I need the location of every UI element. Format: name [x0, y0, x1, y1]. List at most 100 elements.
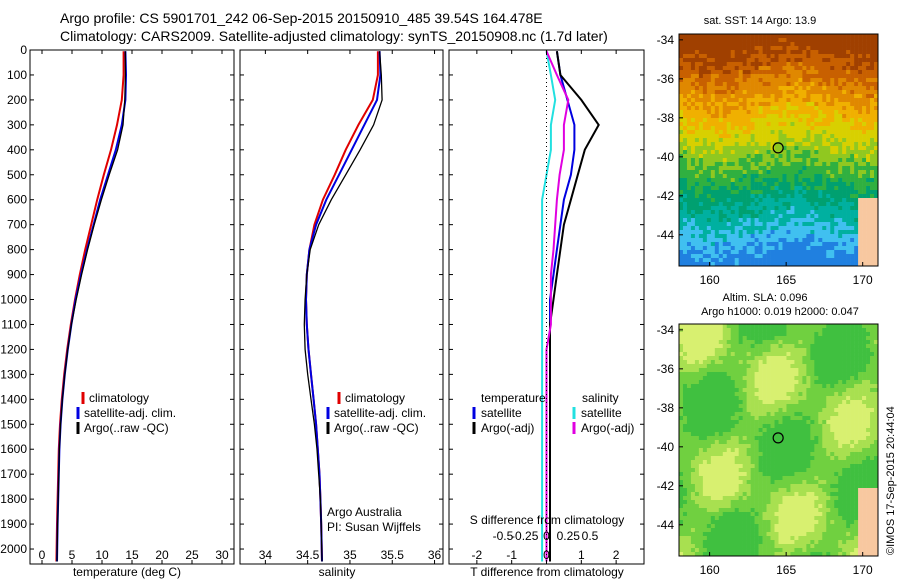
map-cell — [874, 412, 879, 417]
map-cell — [774, 74, 779, 79]
map-cell — [782, 328, 787, 333]
map-cell — [814, 138, 819, 143]
map-cell — [874, 178, 879, 183]
map-cell — [838, 352, 843, 357]
map-cell — [750, 106, 755, 111]
map-cell — [766, 340, 771, 345]
map-cell — [690, 222, 696, 227]
map-cell — [830, 230, 835, 235]
map-cell — [710, 114, 716, 119]
map-cell — [874, 234, 879, 239]
map-cell — [690, 58, 696, 63]
map-cell — [794, 206, 799, 211]
map-cell — [806, 174, 811, 179]
map-cell — [694, 440, 700, 445]
map-cell — [762, 46, 767, 51]
map-cell — [810, 218, 815, 223]
map-cell — [822, 364, 827, 369]
map-cell — [870, 202, 875, 207]
map-cell — [866, 464, 871, 469]
map-cell — [746, 54, 751, 59]
map-cell — [694, 178, 700, 183]
map-cell — [694, 372, 700, 377]
map-cell — [714, 242, 720, 247]
map-cell — [850, 58, 855, 63]
map-cell — [679, 202, 684, 207]
map-cell — [826, 122, 831, 127]
map-cell — [694, 86, 700, 91]
map-cell — [679, 368, 684, 373]
map-cell — [706, 158, 712, 163]
map-cell — [870, 246, 875, 251]
map-cell — [762, 364, 767, 369]
map-cell — [814, 238, 819, 243]
map-cell — [830, 182, 835, 187]
map-cell — [858, 86, 863, 91]
map-cell — [834, 170, 839, 175]
map-cell — [766, 198, 771, 203]
map-cell — [854, 238, 859, 243]
map-cell — [754, 262, 759, 267]
map-cell — [830, 356, 835, 361]
map-cell — [754, 162, 759, 167]
map-cell — [718, 58, 724, 63]
map-cell — [830, 198, 835, 203]
map-cell — [858, 130, 863, 135]
map-cell — [834, 436, 839, 441]
map-cell — [774, 246, 779, 251]
map-cell — [810, 50, 815, 55]
map-cell — [798, 440, 803, 445]
map-cell — [679, 66, 684, 71]
map-cell — [722, 424, 728, 429]
map-cell — [834, 38, 839, 43]
map-cell — [706, 368, 712, 373]
map-cell — [694, 170, 700, 175]
map-cell — [758, 198, 763, 203]
map-cell — [822, 250, 827, 255]
map-cell — [718, 38, 724, 43]
map-cell — [850, 400, 855, 405]
map-cell — [710, 250, 716, 255]
map-cell — [866, 186, 871, 191]
map-cell — [806, 428, 811, 433]
map-cell — [766, 250, 771, 255]
map-cell — [734, 146, 739, 151]
map-cell — [770, 262, 775, 267]
map-cell — [706, 130, 712, 135]
map-cell — [726, 332, 732, 337]
map-cell — [679, 42, 684, 47]
map-cell — [750, 170, 755, 175]
map-cell — [690, 202, 696, 207]
map-cell — [694, 428, 700, 433]
map-cell — [870, 90, 875, 95]
map-cell — [794, 444, 799, 449]
map-cell — [786, 42, 791, 47]
map-cell — [782, 42, 787, 47]
map-cell — [746, 262, 751, 267]
map-cell — [714, 328, 720, 333]
map-cell — [682, 456, 688, 461]
map-cell — [874, 50, 879, 55]
map-cell — [722, 242, 728, 247]
map-cell — [734, 332, 739, 337]
map-cell — [806, 78, 811, 83]
map-cell — [818, 376, 823, 381]
map-cell — [830, 352, 835, 357]
map-cell — [679, 90, 684, 95]
map-cell — [738, 214, 743, 219]
map-cell — [726, 452, 732, 457]
map-cell — [786, 210, 791, 215]
map-cell — [798, 218, 803, 223]
map-cell — [810, 238, 815, 243]
map-cell — [794, 182, 799, 187]
map-cell — [822, 238, 827, 243]
map-cell — [846, 158, 851, 163]
map-cell — [814, 230, 819, 235]
map-cell — [874, 110, 879, 115]
map-cell — [814, 98, 819, 103]
map-cell — [730, 198, 736, 203]
map-cell — [774, 238, 779, 243]
map-cell — [826, 218, 831, 223]
map-cell — [842, 158, 847, 163]
map-cell — [702, 150, 708, 155]
